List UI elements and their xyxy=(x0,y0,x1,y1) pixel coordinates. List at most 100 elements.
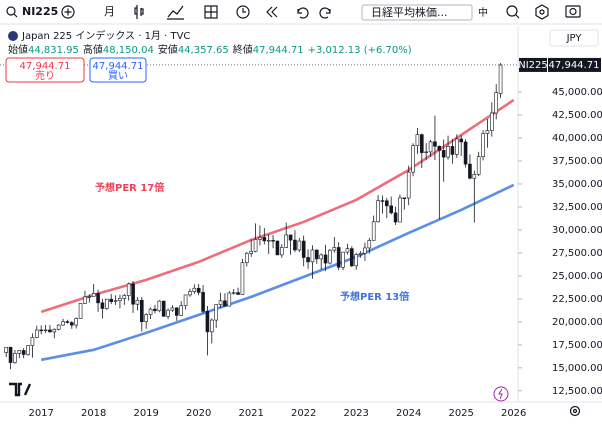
compare-box[interactable] xyxy=(361,4,473,21)
candle-body xyxy=(323,254,328,264)
candle-body xyxy=(380,200,385,202)
y-tick-label: 40,000.00 xyxy=(552,133,602,144)
candle-body xyxy=(214,304,218,321)
candle-body xyxy=(113,300,118,302)
snapshot-icon[interactable] xyxy=(565,5,581,18)
candle-body xyxy=(446,146,450,158)
candle-body xyxy=(385,200,389,207)
symbol[interactable]: NI225 xyxy=(22,5,58,18)
candle-body xyxy=(65,321,70,323)
candle-body xyxy=(135,299,140,305)
replay-icon[interactable] xyxy=(266,6,278,18)
candle-body xyxy=(78,303,83,319)
y-tick-label: 45,000.00 xyxy=(552,87,602,98)
candle-body xyxy=(428,141,433,153)
buy-label[interactable]: 買い xyxy=(108,70,128,82)
y-tick-label: 12,500.00 xyxy=(552,386,602,397)
candle-body xyxy=(192,287,197,292)
candle-body xyxy=(196,287,201,293)
candle-body xyxy=(341,251,345,268)
candle-body xyxy=(240,262,245,295)
redo-icon[interactable] xyxy=(319,7,331,19)
alert-icon xyxy=(242,8,246,13)
candle-body xyxy=(376,200,380,223)
interval[interactable]: 月 xyxy=(104,5,115,18)
candle-body xyxy=(96,293,100,304)
candle-body xyxy=(153,308,157,312)
ohlc-label: 終値 xyxy=(233,43,253,56)
candle-body xyxy=(358,253,363,255)
candle-body xyxy=(437,145,442,151)
candle-body xyxy=(266,240,271,242)
candle-body xyxy=(43,329,48,332)
ohlc-value: 44,831.95 xyxy=(28,45,79,56)
candle-body xyxy=(476,156,481,175)
alert-icon[interactable] xyxy=(236,5,250,19)
candle-body xyxy=(227,292,232,307)
size[interactable]: 中 xyxy=(478,6,488,19)
lightning-icon xyxy=(498,388,503,400)
candle-body xyxy=(463,141,468,165)
candle-body xyxy=(315,249,319,260)
y-tick-label: 20,000.00 xyxy=(552,317,602,328)
candle-body xyxy=(105,298,109,309)
chart-style-icon[interactable] xyxy=(134,5,144,19)
candle-body xyxy=(4,346,8,353)
search-icon xyxy=(515,14,520,19)
buy-price[interactable]: 47,944.71 xyxy=(93,61,144,72)
search-icon[interactable] xyxy=(6,6,16,16)
candle-body xyxy=(398,197,402,223)
add-symbol[interactable] xyxy=(61,5,75,19)
price-tag-box xyxy=(519,57,547,72)
sell-button[interactable] xyxy=(5,57,85,83)
candle-body xyxy=(17,350,22,354)
search-icon[interactable] xyxy=(506,5,518,17)
candle-body xyxy=(245,253,249,264)
layout-icon xyxy=(205,6,217,18)
candle-body xyxy=(52,328,57,333)
buy-button[interactable] xyxy=(89,57,147,83)
candle-body xyxy=(371,221,376,241)
candle-body xyxy=(118,298,122,301)
undo-icon[interactable] xyxy=(297,7,309,19)
annotation: 予想PER 13倍 xyxy=(340,290,409,303)
candle-body xyxy=(258,237,262,240)
currency-box[interactable] xyxy=(549,29,599,47)
sell-label[interactable]: 売り xyxy=(35,69,55,82)
candle-body xyxy=(275,240,280,256)
candle-body xyxy=(161,300,166,317)
legend-title: Japan 225 インデックス · 1月 · TVC xyxy=(21,29,190,42)
candle-body xyxy=(205,311,210,333)
candle-body xyxy=(236,292,240,295)
candle-body xyxy=(223,300,227,307)
currency[interactable]: JPY xyxy=(566,33,583,44)
candle-body xyxy=(30,337,35,346)
candle-body xyxy=(345,248,350,253)
candle-body xyxy=(83,296,87,304)
candle-body xyxy=(126,283,131,296)
candle-body xyxy=(336,247,341,268)
compare-name[interactable]: 日経平均株価... xyxy=(371,5,448,19)
ohlc-value: +3,012.13 (+6.70%) xyxy=(308,45,412,56)
candle-body xyxy=(188,291,192,296)
candle-body xyxy=(310,249,315,263)
candle-body xyxy=(498,64,503,94)
x-tick-label: 2017 xyxy=(28,408,53,419)
candle-body xyxy=(166,309,170,317)
candle-body xyxy=(26,345,30,355)
candle-body xyxy=(319,254,323,260)
candle-body xyxy=(131,283,135,305)
candle-body xyxy=(481,133,485,157)
candle-body xyxy=(91,293,96,297)
x-tick-label: 2023 xyxy=(343,408,368,419)
x-tick-label: 2025 xyxy=(448,408,473,419)
sell-price[interactable]: 47,944.71 xyxy=(20,61,71,72)
x-tick-label: 2018 xyxy=(81,408,106,419)
candle-body xyxy=(472,174,477,179)
axis-settings[interactable] xyxy=(569,405,581,417)
settings-icon xyxy=(539,9,545,15)
indicators-icon[interactable] xyxy=(167,5,184,20)
candle-body xyxy=(109,298,113,302)
candle-body xyxy=(350,248,354,267)
settings-icon[interactable] xyxy=(535,4,549,20)
